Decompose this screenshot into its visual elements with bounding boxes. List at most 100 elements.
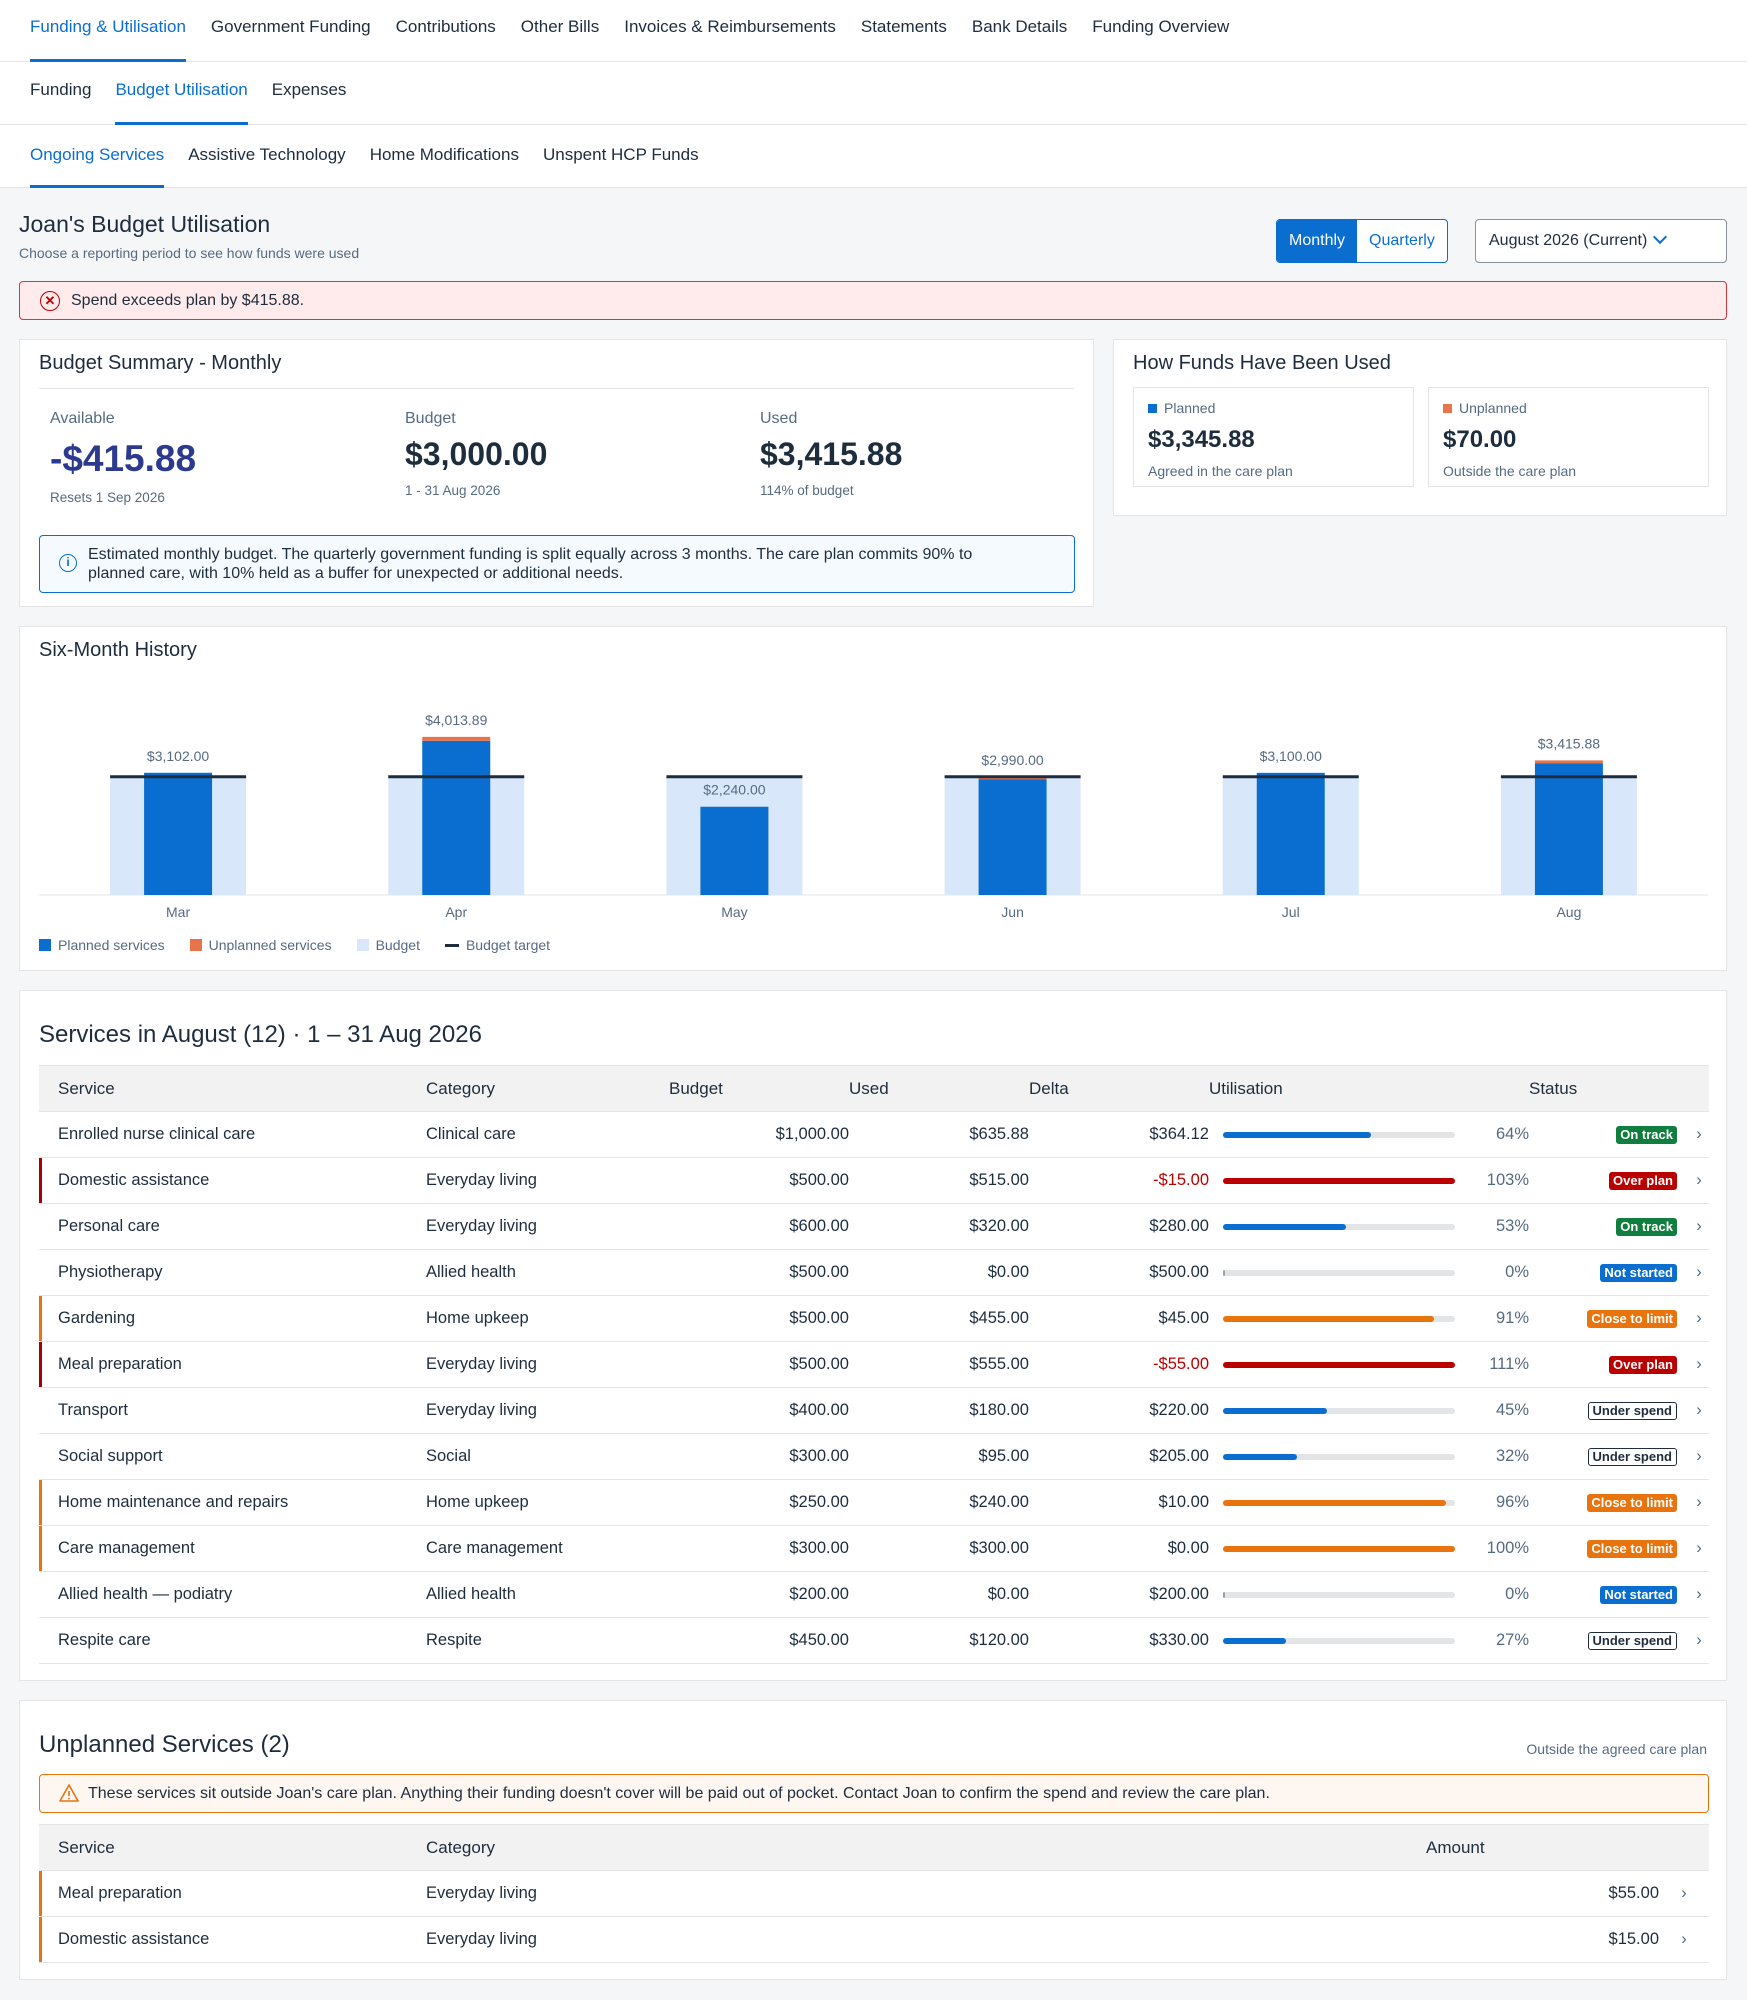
- utilisation-percent: 32%: [1469, 1433, 1529, 1480]
- table-row[interactable]: Meal preparation Everyday living $500.00 $5…: [39, 1341, 1709, 1388]
- chevron-right-icon[interactable]: ›: [1689, 1249, 1709, 1296]
- secondary-tab-expenses[interactable]: Expenses: [271, 80, 347, 99]
- col-utilisation[interactable]: Utilisation: [1209, 1065, 1529, 1112]
- col-category[interactable]: Category: [426, 1065, 669, 1112]
- chevron-right-icon[interactable]: ›: [1689, 1433, 1709, 1480]
- planned-bar[interactable]: [1534, 763, 1603, 895]
- table-row[interactable]: Transport Everyday living $400.00 $180.00 $2…: [39, 1387, 1709, 1434]
- period-select[interactable]: August 2026 (Current): [1475, 219, 1727, 263]
- x-tick-label: Jul: [1282, 904, 1300, 920]
- chevron-right-icon[interactable]: ›: [1689, 1203, 1709, 1250]
- delta-cell: $330.00: [1029, 1617, 1209, 1664]
- chevron-right-icon[interactable]: ›: [1689, 1341, 1709, 1388]
- period-granularity-toggle: Monthly Quarterly: [1276, 219, 1448, 263]
- table-row[interactable]: Physiotherapy Allied health $500.00 $0.00 $5…: [39, 1249, 1709, 1296]
- chevron-right-icon[interactable]: ›: [1689, 1479, 1709, 1526]
- primary-tab-invoices-reimbursements[interactable]: Invoices & Reimbursements: [624, 17, 836, 36]
- table-row[interactable]: Personal care Everyday living $600.00 $320.…: [39, 1203, 1709, 1250]
- status-cell: Over plan: [1529, 1157, 1689, 1204]
- delta-cell: $200.00: [1029, 1571, 1209, 1618]
- un-col-category[interactable]: Category: [426, 1824, 1426, 1871]
- planned-bar[interactable]: [978, 779, 1047, 895]
- chevron-right-icon[interactable]: ›: [1689, 1295, 1709, 1342]
- unplanned-table: Service Category Amount Meal preparation…: [39, 1824, 1709, 1963]
- unplanned-bar[interactable]: [422, 736, 491, 741]
- planned-bar[interactable]: [1256, 772, 1325, 895]
- quarterly-toggle-button[interactable]: Quarterly: [1369, 232, 1435, 249]
- primary-tab-contributions[interactable]: Contributions: [395, 17, 496, 36]
- chevron-right-icon[interactable]: ›: [1689, 1387, 1709, 1434]
- service-name: Domestic assistance: [58, 1930, 210, 1948]
- table-row[interactable]: Care management Care management $300.00 $30…: [39, 1525, 1709, 1572]
- overspend-alert-text: Spend exceeds plan by $415.88.: [71, 291, 305, 309]
- budget-info-banner: i Estimated monthly budget. The quarterl…: [39, 535, 1075, 593]
- chevron-right-icon[interactable]: ›: [1689, 1157, 1709, 1204]
- table-row[interactable]: Enrolled nurse clinical care Clinical car…: [39, 1111, 1709, 1158]
- planned-bar[interactable]: [422, 740, 491, 895]
- table-row[interactable]: Gardening Home upkeep $500.00 $455.00 $45.00…: [39, 1295, 1709, 1342]
- chevron-right-icon[interactable]: ›: [1659, 1916, 1709, 1963]
- budget-note: 1 - 31 Aug 2026: [405, 483, 501, 498]
- utilisation-percent: 100%: [1469, 1525, 1529, 1572]
- table-row[interactable]: Domestic assistance Everyday living $500.0…: [39, 1157, 1709, 1204]
- chevron-right-icon[interactable]: ›: [1689, 1617, 1709, 1664]
- x-tick-label: Mar: [166, 904, 190, 920]
- table-row[interactable]: Domestic assistance Everyday living $15.00…: [39, 1916, 1709, 1963]
- primary-tab-statements[interactable]: Statements: [860, 17, 947, 36]
- status-badge: On track: [1616, 1218, 1677, 1236]
- category-cell: Everyday living: [426, 1157, 669, 1204]
- tertiary-tab-assistive-technology[interactable]: Assistive Technology: [188, 145, 346, 164]
- chevron-right-icon[interactable]: ›: [1689, 1111, 1709, 1158]
- x-tick-label: May: [721, 904, 747, 920]
- tertiary-tab-home-modifications[interactable]: Home Modifications: [369, 145, 519, 164]
- tertiary-tab-unspent-hcp-funds[interactable]: Unspent HCP Funds: [542, 145, 699, 164]
- col-service[interactable]: Service: [39, 1065, 426, 1112]
- page-subtitle: Choose a reporting period to see how fun…: [19, 245, 360, 261]
- service-name: Gardening: [58, 1309, 136, 1327]
- available-label: Available: [50, 410, 115, 427]
- used-cell: $300.00: [849, 1525, 1029, 1572]
- service-name: Meal preparation: [58, 1355, 182, 1373]
- service-name: Care management: [58, 1539, 195, 1557]
- table-row[interactable]: Allied health — podiatry Allied health $20…: [39, 1571, 1709, 1618]
- monthly-toggle-button[interactable]: Monthly: [1277, 220, 1358, 262]
- planned-bar[interactable]: [700, 806, 769, 895]
- primary-tab-funding-overview[interactable]: Funding Overview: [1092, 17, 1230, 36]
- status-cell: Not started: [1529, 1571, 1689, 1618]
- tertiary-tab-ongoing-services[interactable]: Ongoing Services: [30, 145, 165, 188]
- col-delta[interactable]: Delta: [1029, 1065, 1209, 1112]
- status-cell: Close to limit: [1529, 1295, 1689, 1342]
- table-row[interactable]: Meal preparation Everyday living $55.00 ›: [39, 1870, 1709, 1917]
- primary-tab-government-funding[interactable]: Government Funding: [210, 17, 371, 36]
- un-col-service[interactable]: Service: [39, 1824, 426, 1871]
- col-used[interactable]: Used: [849, 1065, 1029, 1112]
- col-budget[interactable]: Budget: [669, 1065, 849, 1112]
- service-cell: Respite care: [39, 1617, 426, 1664]
- primary-tab-bank-details[interactable]: Bank Details: [971, 17, 1068, 36]
- secondary-tab-funding[interactable]: Funding: [30, 80, 92, 99]
- used-cell: $555.00: [849, 1341, 1029, 1388]
- un-col-amount[interactable]: Amount: [1426, 1824, 1659, 1871]
- table-row[interactable]: Home maintenance and repairs Home upkeep $…: [39, 1479, 1709, 1526]
- table-row[interactable]: Respite care Respite $450.00 $120.00 $330.00…: [39, 1617, 1709, 1664]
- chevron-right-icon[interactable]: ›: [1689, 1571, 1709, 1618]
- page-title: Joan's Budget Utilisation: [19, 211, 271, 237]
- unplanned-bar[interactable]: [1534, 760, 1603, 764]
- category-cell: Clinical care: [426, 1111, 669, 1158]
- budget-cell: $300.00: [669, 1433, 849, 1480]
- secondary-tab-budget-utilisation[interactable]: Budget Utilisation: [115, 80, 249, 125]
- utilisation-bar: [1223, 1131, 1455, 1138]
- col-status[interactable]: Status: [1529, 1065, 1689, 1112]
- funds-usage-card: How Funds Have Been Used Planned $3,345.…: [1113, 339, 1727, 516]
- chevron-right-icon[interactable]: ›: [1659, 1870, 1709, 1917]
- used-cell: $515.00: [849, 1157, 1029, 1204]
- table-row[interactable]: Social support Social $300.00 $95.00 $205.00…: [39, 1433, 1709, 1480]
- utilisation-percent: 53%: [1469, 1203, 1529, 1250]
- service-name: Meal preparation: [58, 1884, 182, 1902]
- utilisation-bar-fill: [1223, 1545, 1455, 1552]
- planned-bar[interactable]: [144, 772, 213, 895]
- legend-target-line: [444, 943, 459, 947]
- primary-tab-other-bills[interactable]: Other Bills: [520, 17, 600, 36]
- chevron-right-icon[interactable]: ›: [1689, 1525, 1709, 1572]
- primary-tab-funding-utilisation[interactable]: Funding & Utilisation: [30, 17, 186, 62]
